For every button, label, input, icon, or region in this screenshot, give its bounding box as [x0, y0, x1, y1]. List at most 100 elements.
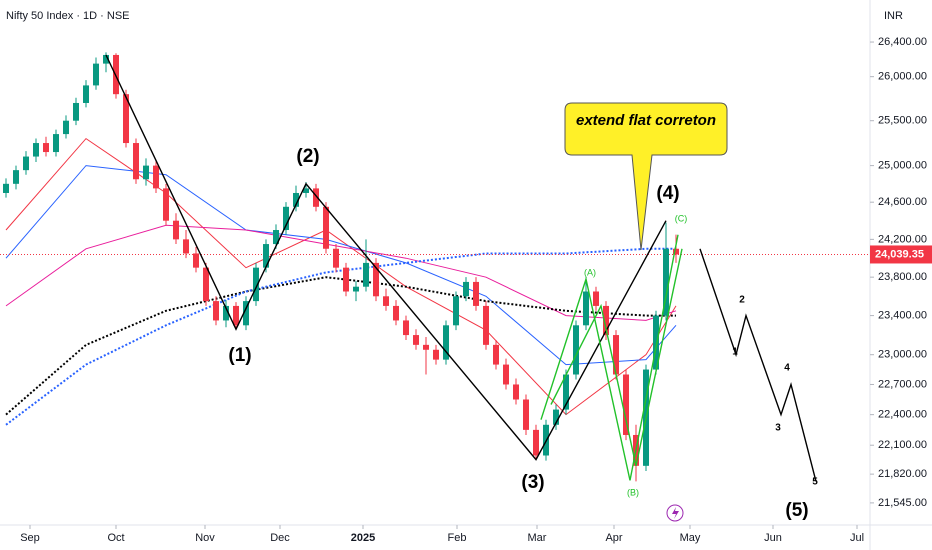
candle-body	[473, 281, 479, 306]
candle-body	[333, 248, 339, 268]
wave-label: 3	[775, 423, 781, 434]
x-tick-label: Sep	[20, 532, 40, 544]
candle-body	[193, 253, 199, 268]
wave-line	[105, 54, 667, 461]
candle-body	[133, 143, 139, 180]
y-tick-label: 25,500.00	[878, 115, 927, 127]
candle-body	[433, 349, 439, 360]
candle-body	[613, 335, 619, 375]
last-price-tag	[870, 245, 932, 264]
wave-line	[550, 248, 683, 466]
candle-body	[143, 165, 149, 180]
candle-body	[263, 244, 269, 268]
candle-body	[33, 143, 39, 157]
candle-body	[393, 305, 399, 321]
candle-body	[293, 192, 299, 207]
candle-body	[183, 239, 189, 254]
callout-text: extend flat correton	[576, 112, 716, 129]
candle-body	[283, 206, 289, 231]
y-tick-label: 23,000.00	[878, 349, 927, 361]
wave-label: (1)	[228, 345, 251, 366]
callout	[564, 102, 728, 251]
moving-average	[5, 247, 676, 426]
x-tick-label: Apr	[605, 532, 622, 544]
candle-body	[383, 296, 389, 306]
candle-body	[223, 305, 229, 321]
wave-label: (4)	[656, 183, 679, 204]
candle-body	[363, 262, 369, 287]
wave-label: (2)	[296, 146, 319, 167]
candle-body	[243, 301, 249, 326]
candle-body	[103, 54, 109, 64]
y-tick-label: 25,000.00	[878, 160, 927, 172]
candle-body	[93, 63, 99, 86]
candle-body	[443, 325, 449, 360]
x-tick-label: 2025	[351, 532, 375, 544]
y-tick-label: 21,545.00	[878, 497, 927, 509]
candle-body	[53, 134, 59, 153]
event-icon-glyph	[672, 507, 679, 519]
wave-label: 1	[732, 347, 738, 358]
candle-body	[373, 262, 379, 297]
y-tick-label: 23,400.00	[878, 310, 927, 322]
symbol-title: Nifty 50 Index · 1D · NSE	[6, 10, 130, 22]
wave-label: (3)	[521, 472, 544, 493]
wave-label: (B)	[627, 487, 639, 497]
candle-body	[463, 281, 469, 297]
y-tick-label: 22,700.00	[878, 378, 927, 390]
wave-label: 2	[739, 295, 745, 306]
x-tick-label: Feb	[448, 532, 467, 544]
x-tick-label: Jul	[850, 532, 864, 544]
x-tick-label: Mar	[528, 532, 547, 544]
y-tick-label: 22,100.00	[878, 439, 927, 451]
candle-body	[323, 206, 329, 249]
candle-body	[663, 248, 669, 316]
y-tick-label: 26,000.00	[878, 71, 927, 83]
wave-line	[540, 234, 679, 481]
currency: INR	[884, 10, 903, 22]
wave-label: (5)	[785, 500, 808, 521]
plot	[0, 52, 870, 482]
candle-body	[583, 291, 589, 326]
candle-body	[573, 325, 579, 375]
x-tick-label: Dec	[270, 532, 290, 544]
y-tick-label: 22,400.00	[878, 409, 927, 421]
candle-body	[3, 183, 9, 193]
candle-body	[623, 374, 629, 435]
candle-body	[173, 220, 179, 240]
candle-body	[63, 120, 69, 135]
wave-label: 5	[812, 477, 818, 488]
candle-body	[233, 305, 239, 326]
y-tick-label: 26,400.00	[878, 36, 927, 48]
wave-label: (C)	[675, 213, 688, 223]
y-tick-label: 24,200.00	[878, 233, 927, 245]
candle-body	[423, 344, 429, 350]
y-tick-label: 23,800.00	[878, 271, 927, 283]
x-tick-label: Jun	[764, 532, 782, 544]
candle-body	[533, 429, 539, 456]
candle-body	[653, 315, 659, 370]
candle-body	[253, 267, 259, 302]
candle-body	[153, 165, 159, 189]
candle-body	[593, 291, 599, 306]
candle-body	[403, 320, 409, 336]
candle-body	[553, 409, 559, 425]
candle-body	[123, 94, 129, 144]
x-tick-label: Nov	[195, 532, 215, 544]
wave-label: (A)	[584, 267, 596, 277]
candle-body	[343, 267, 349, 292]
x-tick-label: Oct	[107, 532, 124, 544]
candle-body	[203, 267, 209, 302]
candle-body	[273, 230, 279, 245]
candle-body	[563, 374, 569, 410]
candle-body	[73, 102, 79, 121]
last-price-label: 24,039.35	[875, 248, 924, 260]
candle-body	[493, 344, 499, 365]
wave-line	[699, 248, 817, 482]
y-tick-label: 21,820.00	[878, 468, 927, 480]
candle-body	[303, 188, 309, 193]
candle-body	[513, 384, 519, 400]
candle-body	[13, 170, 19, 184]
